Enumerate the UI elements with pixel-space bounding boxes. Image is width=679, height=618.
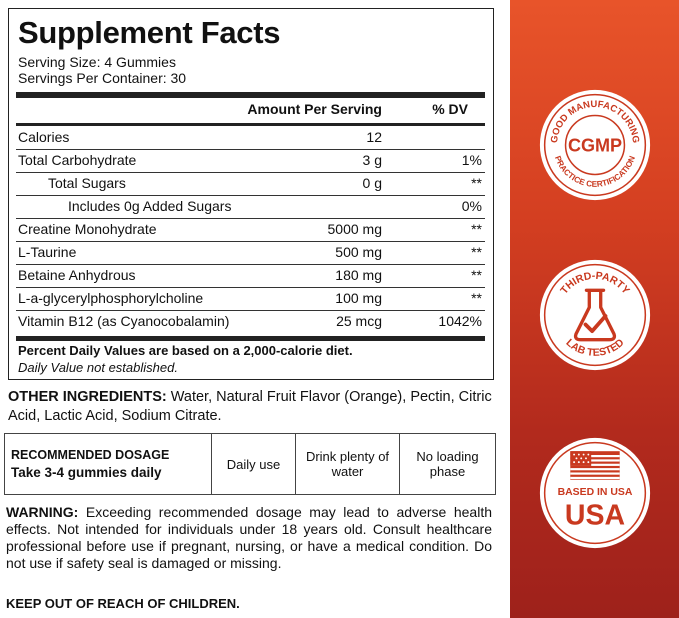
- bottom-thick-divider: [16, 336, 485, 341]
- table-row: Calories 12: [16, 126, 485, 150]
- thick-divider: [16, 92, 485, 98]
- row-name: Betaine Anhydrous: [18, 267, 136, 283]
- row-amount: 500 mg: [335, 244, 382, 260]
- table-row: Vitamin B12 (as Cyanocobalamin) 25 mcg 1…: [16, 310, 485, 333]
- recommended-dosage-cell: RECOMMENDED DOSAGE Take 3-4 gummies dail…: [5, 434, 212, 494]
- row-name: L-a-glycerylphosphorylcholine: [18, 290, 204, 306]
- cgmp-seal-icon: GOOD MANUFACTURING PRACTICE CERTIFICATIO…: [539, 89, 651, 201]
- other-ingredients: OTHER INGREDIENTS: Water, Natural Fruit …: [8, 388, 494, 426]
- dosage-heading: RECOMMENDED DOSAGE: [11, 448, 170, 462]
- header-dv: % DV: [432, 101, 468, 117]
- row-dv: 0%: [461, 198, 482, 214]
- keep-out-notice: KEEP OUT OF REACH OF CHILDREN.: [6, 596, 240, 611]
- row-name: Calories: [18, 129, 70, 145]
- us-flag-icon: BASED IN USA USA: [539, 437, 651, 549]
- flask-check-icon: THIRD-PARTY LAB TESTED: [539, 259, 651, 371]
- dosage-value: Take 3-4 gummies daily: [11, 465, 162, 480]
- table-row: L-a-glycerylphosphorylcholine 100 mg **: [16, 287, 485, 311]
- cgmp-center-text: CGMP: [568, 136, 622, 156]
- row-amount: 3 g: [362, 152, 382, 168]
- table-row: Total Sugars 0 g **: [16, 172, 485, 196]
- row-dv: 1042%: [438, 313, 482, 329]
- header-divider: [16, 123, 485, 126]
- serving-size: Serving Size: 4 Gummies: [18, 54, 176, 70]
- servings-per-container: Servings Per Container: 30: [18, 70, 187, 86]
- no-loading-cell: No loading phase: [416, 449, 479, 479]
- row-name: Includes 0g Added Sugars: [68, 198, 232, 214]
- table-row: Total Carbohydrate 3 g 1%: [16, 149, 485, 173]
- supplement-facts-panel: Supplement Facts Serving Size: 4 Gummies…: [8, 8, 494, 380]
- row-dv: **: [471, 221, 482, 237]
- table-row: Creatine Monohydrate 5000 mg **: [16, 218, 485, 242]
- row-name: Total Carbohydrate: [18, 152, 137, 168]
- usa-line1-text: BASED IN USA: [558, 487, 633, 498]
- warning-body: Exceeding recommended dosage may lead to…: [6, 504, 492, 571]
- daily-use-cell: Daily use: [212, 434, 296, 494]
- row-amount: 180 mg: [335, 267, 382, 283]
- dosage-table: RECOMMENDED DOSAGE Take 3-4 gummies dail…: [4, 433, 496, 495]
- facts-title: Supplement Facts: [18, 15, 281, 50]
- table-row: Betaine Anhydrous 180 mg **: [16, 264, 485, 288]
- drink-water-cell: Drink plenty of water: [296, 434, 400, 494]
- row-name: Creatine Monohydrate: [18, 221, 157, 237]
- row-name: Total Sugars: [48, 175, 126, 191]
- badge-column: GOOD MANUFACTURING PRACTICE CERTIFICATIO…: [510, 0, 679, 618]
- dv-not-established: Daily Value not established.: [18, 360, 178, 375]
- row-amount: 25 mcg: [336, 313, 382, 329]
- row-name: L-Taurine: [18, 244, 77, 260]
- row-amount: 0 g: [362, 175, 382, 191]
- row-dv: **: [471, 267, 482, 283]
- row-dv: **: [471, 175, 482, 191]
- warning-label: WARNING:: [6, 504, 79, 520]
- dv-footnote: Percent Daily Values are based on a 2,00…: [18, 343, 353, 358]
- header-amount: Amount Per Serving: [247, 101, 382, 117]
- row-dv: 1%: [461, 152, 482, 168]
- ingredients-label: OTHER INGREDIENTS:: [8, 389, 167, 405]
- warning-text: WARNING: Exceeding recommended dosage ma…: [6, 504, 492, 572]
- row-dv: **: [471, 290, 482, 306]
- row-name: Vitamin B12 (as Cyanocobalamin): [18, 313, 230, 329]
- usa-line2-text: USA: [565, 499, 625, 531]
- row-amount: 12: [366, 129, 382, 145]
- row-amount: 100 mg: [335, 290, 382, 306]
- table-row: L-Taurine 500 mg **: [16, 241, 485, 265]
- table-row: Includes 0g Added Sugars 0%: [16, 195, 485, 219]
- row-amount: 5000 mg: [327, 221, 382, 237]
- ingredients-text: Water, Natural Fruit Flavor (Orange), Pe…: [8, 389, 492, 424]
- row-dv: **: [471, 244, 482, 260]
